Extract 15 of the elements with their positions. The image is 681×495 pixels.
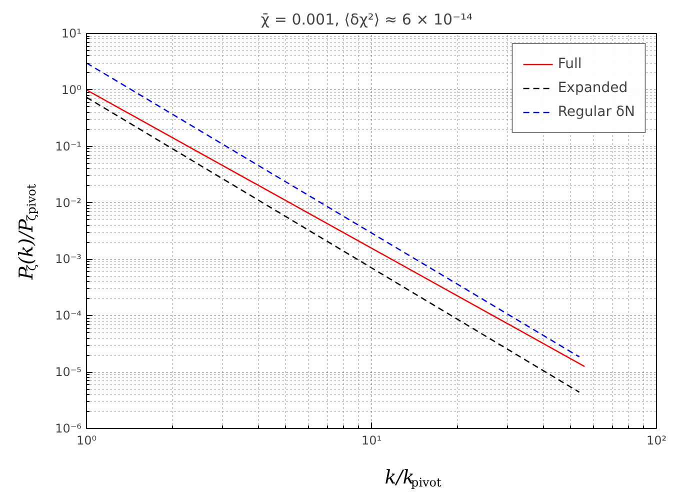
y-tick-label: 10⁻⁶ xyxy=(55,422,82,436)
y-tick-label: 10⁻² xyxy=(55,196,82,210)
y-tick-label: 10¹ xyxy=(61,26,82,40)
y-tick-label: 10⁻³ xyxy=(55,252,82,266)
y-tick-label: 10⁰ xyxy=(61,82,82,97)
x-tick-label: 10⁰ xyxy=(76,434,97,448)
legend-label: Full xyxy=(558,56,582,72)
x-tick-label: 10¹ xyxy=(361,434,382,448)
x-tick-label: 10² xyxy=(646,434,667,448)
legend-label: Regular δN xyxy=(558,104,635,120)
y-tick-label: 10⁻⁵ xyxy=(55,365,82,380)
chart-title: χ̄ = 0.001, ⟨δχ²⟩ ≈ 6 × 10⁻¹⁴ xyxy=(260,10,473,28)
y-tick-label: 10⁻⁴ xyxy=(55,308,82,323)
y-tick-label: 10⁻¹ xyxy=(55,139,82,154)
legend-label: Expanded xyxy=(558,80,628,96)
